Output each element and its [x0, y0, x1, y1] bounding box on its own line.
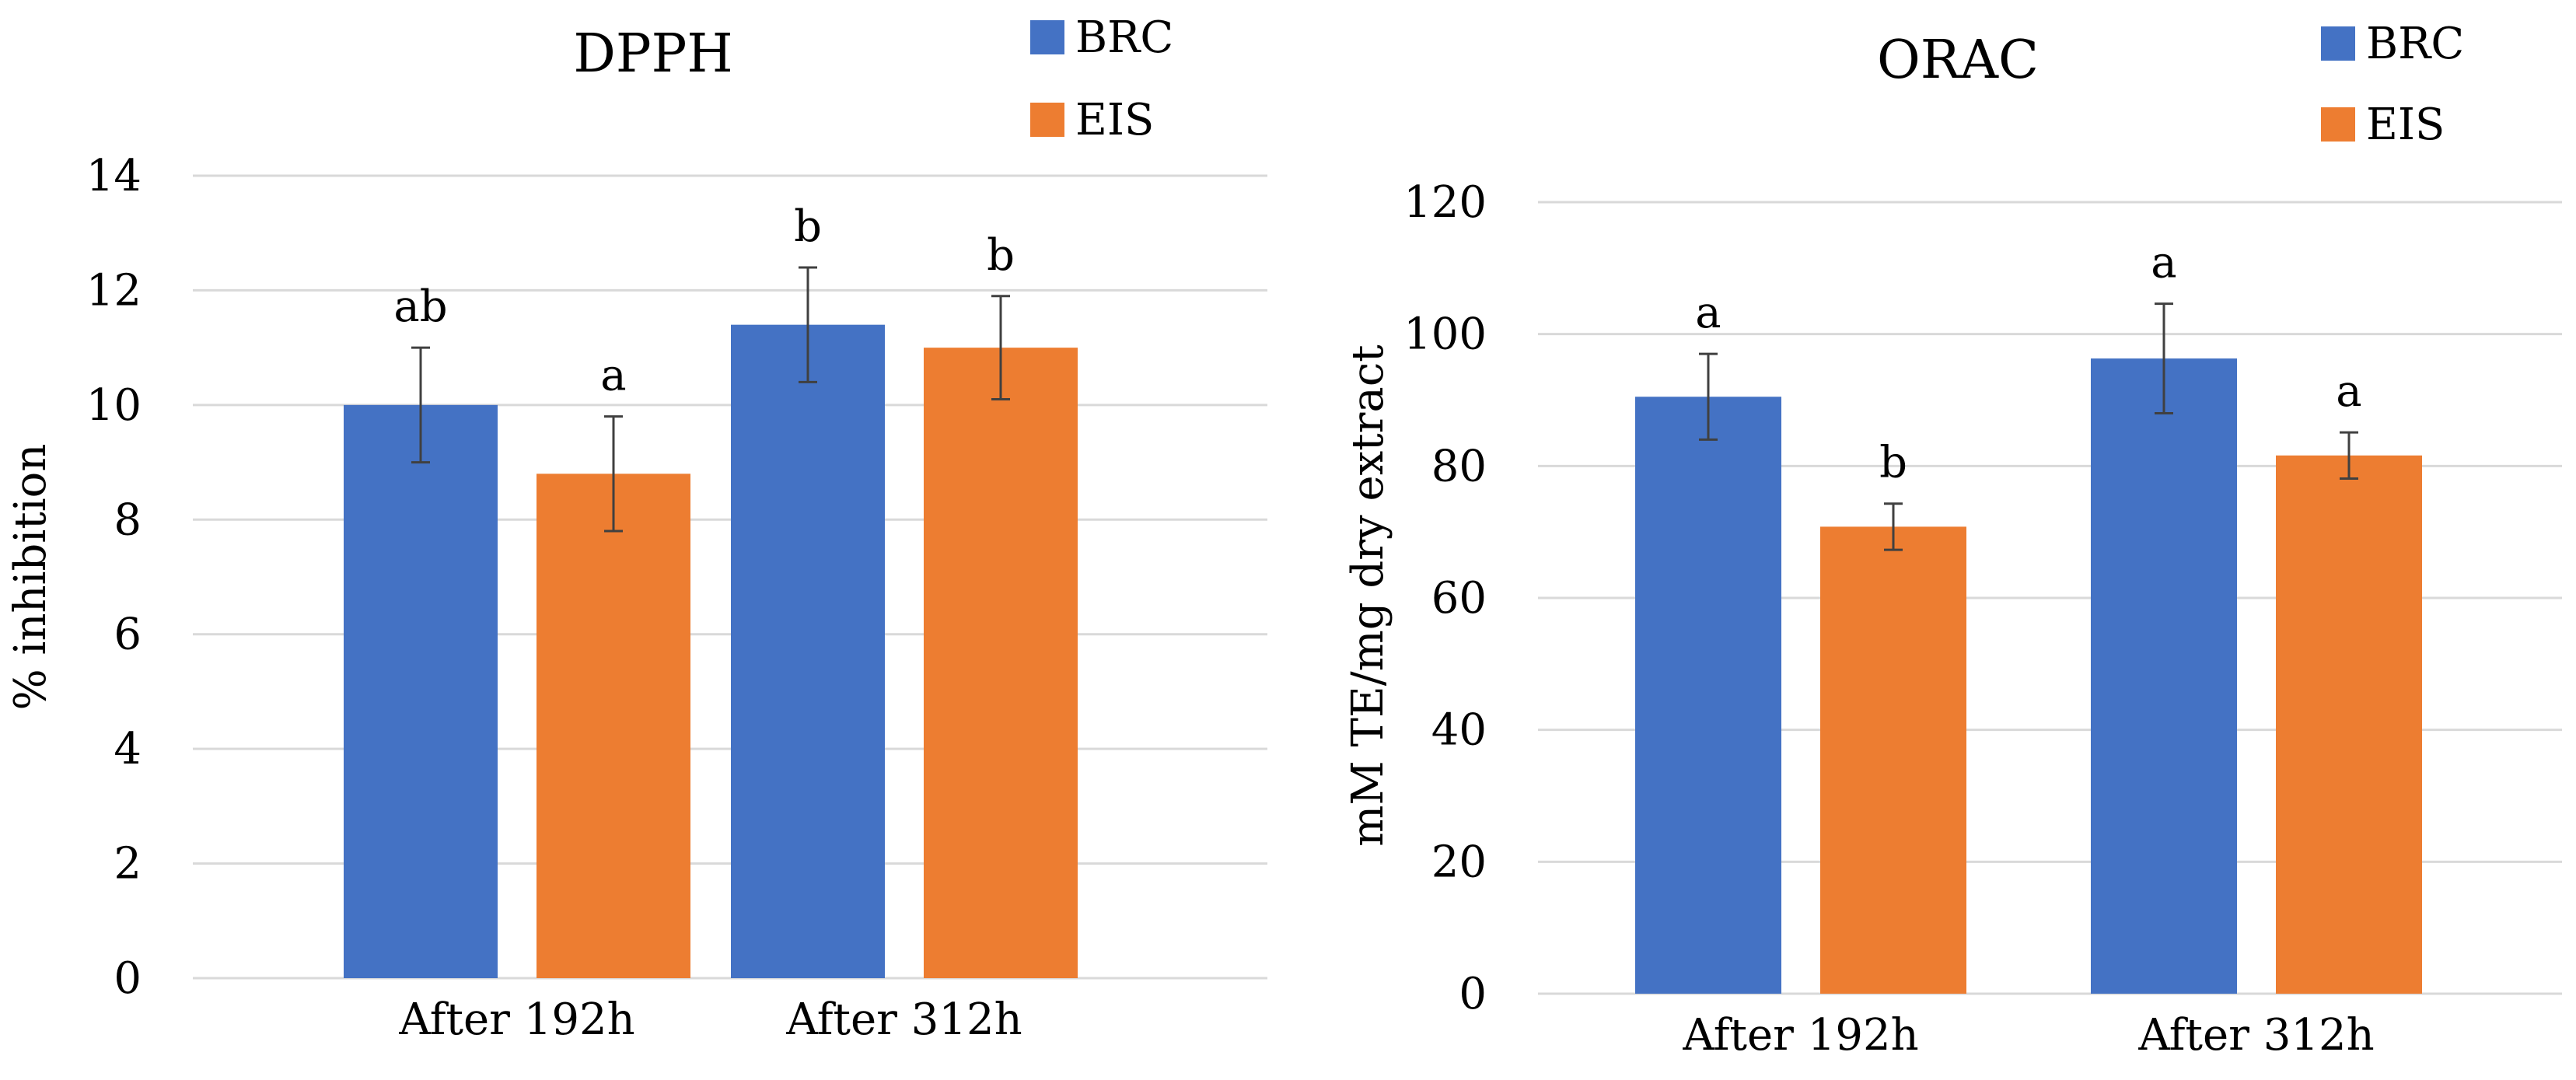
significance-label: b [987, 230, 1015, 281]
y-tick-label: 2 [114, 839, 142, 890]
y-tick-label: 14 [86, 151, 142, 201]
significance-label: a [1695, 288, 1721, 338]
x-tick-label: After 312h [2137, 1010, 2374, 1061]
legend-label: BRC [2366, 19, 2464, 69]
legend-swatch [1030, 103, 1064, 137]
legend-swatch [1030, 20, 1064, 54]
chart-title: ORAC [1877, 30, 2039, 91]
y-tick-label: 10 [86, 380, 142, 431]
significance-label: b [794, 201, 822, 252]
significance-label: a [2336, 366, 2361, 417]
bar-eis [924, 348, 1078, 979]
x-tick-label: After 312h [785, 994, 1022, 1045]
legend-swatch [2321, 26, 2355, 61]
orac-chart: ORAC 0 20 40 60 80 100 120 mM TE/mg dry extract A… [1343, 19, 2562, 1061]
bar-brc [344, 404, 498, 978]
x-tick-label: After 192h [398, 994, 634, 1045]
y-tick-label: 4 [114, 724, 142, 774]
legend-label: EIS [1075, 95, 1154, 145]
y-axis-label: mM TE/mg dry extract [1343, 344, 1393, 847]
y-tick-label: 80 [1431, 441, 1487, 491]
y-tick-label: 60 [1431, 573, 1487, 624]
y-tick-label: 6 [114, 610, 142, 660]
significance-label: a [2151, 238, 2176, 288]
y-tick-label: 12 [86, 265, 142, 316]
chart-title: DPPH [573, 23, 732, 85]
significance-label: a [600, 351, 626, 401]
y-tick-label: 0 [114, 953, 142, 1004]
y-tick-label: 100 [1403, 309, 1487, 360]
y-tick-label: 40 [1431, 705, 1487, 756]
y-tick-label: 120 [1403, 177, 1487, 228]
dpph-chart: DPPH 0 2 4 6 8 10 12 14 % inhibition After 192h Aft… [5, 12, 1267, 1045]
y-tick-label: 20 [1431, 837, 1487, 887]
legend-label: EIS [2366, 100, 2445, 150]
legend-swatch [2321, 107, 2355, 142]
significance-label: b [1879, 438, 1907, 488]
bar-eis [2276, 455, 2422, 994]
bar-brc [2091, 358, 2237, 994]
significance-label: ab [393, 281, 447, 332]
legend-label: BRC [1075, 12, 1173, 63]
bar-brc [731, 324, 885, 979]
y-tick-label: 8 [114, 495, 142, 545]
bar-eis [537, 474, 690, 978]
bar-eis [1820, 526, 1966, 994]
bar-brc [1635, 397, 1781, 994]
y-axis-label: % inhibition [5, 444, 56, 711]
y-tick-label: 0 [1459, 969, 1487, 1019]
x-tick-label: After 192h [1682, 1010, 1918, 1061]
